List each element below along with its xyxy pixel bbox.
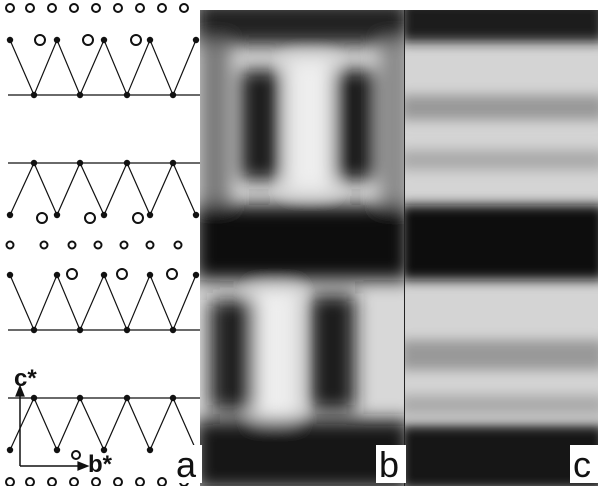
open-atom (48, 4, 56, 12)
atom (147, 272, 153, 278)
atom (193, 212, 199, 218)
open-atom (180, 4, 188, 12)
open-atom (6, 478, 14, 486)
atom (124, 395, 130, 401)
image-panel-b (195, 0, 410, 486)
open-atom (136, 4, 144, 12)
open-atom (114, 4, 122, 12)
atom (124, 160, 130, 166)
panel-frame (8, 8, 200, 482)
image-panel-c (400, 0, 598, 486)
open-atom (35, 35, 45, 45)
atom (77, 92, 83, 98)
open-atom (131, 35, 141, 45)
open-atom (41, 242, 48, 249)
open-atom (92, 478, 100, 486)
atom (170, 160, 176, 166)
page: a b c c* b* (() => { const data = JSON.p… (0, 0, 598, 486)
atom (170, 327, 176, 333)
panel-label: c (573, 444, 591, 485)
open-atom (70, 4, 78, 12)
open-atom (83, 35, 93, 45)
panel-label: b (379, 444, 399, 485)
atom (54, 212, 60, 218)
atom (54, 447, 60, 453)
atom (54, 37, 60, 43)
open-atom (69, 242, 76, 249)
structure-panel (6, 4, 200, 486)
atom (7, 447, 13, 453)
open-atom (7, 242, 14, 249)
atom (31, 92, 37, 98)
atom (31, 160, 37, 166)
open-atom (158, 478, 166, 486)
axis-label: c* (14, 365, 37, 392)
open-atom (26, 478, 34, 486)
atom (54, 272, 60, 278)
atom (147, 212, 153, 218)
atom (124, 327, 130, 333)
atom (31, 395, 37, 401)
open-atom (167, 269, 177, 279)
open-atom (72, 451, 80, 459)
open-atom (26, 4, 34, 12)
atom (193, 272, 199, 278)
open-atom (158, 4, 166, 12)
open-atom (6, 4, 14, 12)
open-atom (67, 269, 77, 279)
atom (77, 160, 83, 166)
open-atom (136, 478, 144, 486)
open-atom (114, 478, 122, 486)
panel-label: a (176, 444, 197, 485)
open-atom (133, 213, 143, 223)
atom (147, 447, 153, 453)
atom (101, 212, 107, 218)
figure: a b c c* b* (0, 0, 598, 486)
open-atom (175, 242, 182, 249)
atom (7, 37, 13, 43)
atom (170, 92, 176, 98)
open-atom (48, 478, 56, 486)
open-atom (37, 213, 47, 223)
atom (77, 395, 83, 401)
open-atom (121, 242, 128, 249)
open-atom (92, 4, 100, 12)
atom (7, 212, 13, 218)
open-atom (117, 269, 127, 279)
open-atom (147, 242, 154, 249)
atom (31, 327, 37, 333)
open-atom (95, 242, 102, 249)
atom (101, 37, 107, 43)
open-atom (85, 213, 95, 223)
atom (124, 92, 130, 98)
atom (77, 327, 83, 333)
atom (101, 272, 107, 278)
atom (147, 37, 153, 43)
atom (170, 395, 176, 401)
axis-label: b* (88, 451, 113, 478)
atom (7, 272, 13, 278)
open-atom (70, 478, 78, 486)
atom (193, 37, 199, 43)
